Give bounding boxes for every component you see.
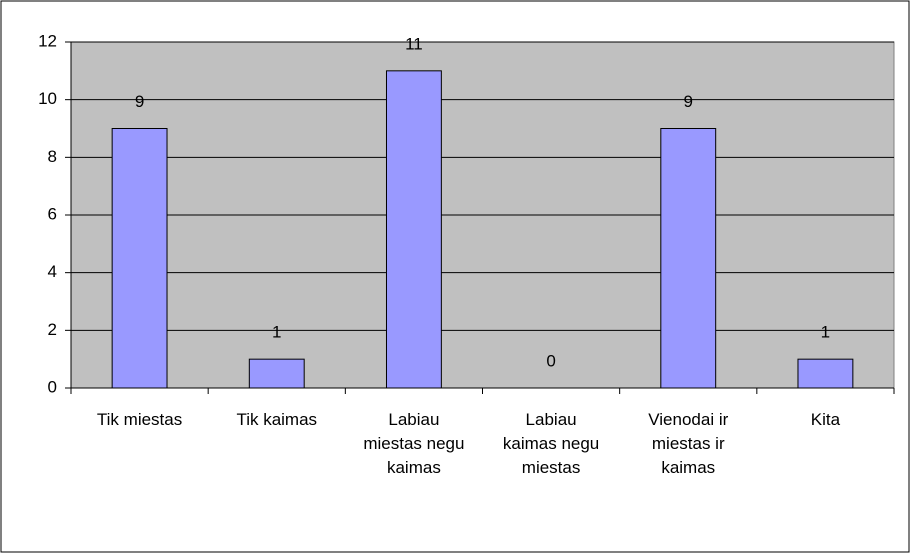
- y-tick-label: 0: [48, 377, 57, 396]
- y-tick-label: 6: [48, 204, 57, 223]
- x-tick-label: Tik miestas: [96, 410, 183, 429]
- x-tick-label: Kita: [810, 410, 841, 429]
- x-tick-label: Labiau kaimas negu miestas: [502, 410, 600, 477]
- bar: [385, 70, 442, 389]
- data-label: 0: [546, 351, 555, 370]
- data-label: 9: [135, 92, 144, 111]
- y-tick-label: 8: [48, 147, 57, 166]
- x-tick-label: Vienodai ir miestas ir kaimas: [648, 410, 729, 477]
- x-tick-label: Labiau miestas negu kaimas: [363, 410, 465, 477]
- y-tick-label: 10: [38, 89, 57, 108]
- x-tick-label: Tik kaimas: [236, 410, 318, 429]
- y-tick-label: 12: [38, 31, 57, 50]
- bar: [111, 128, 168, 389]
- data-label: 9: [684, 92, 693, 111]
- bar: [248, 358, 305, 389]
- bar: [797, 358, 854, 389]
- y-tick-label: 2: [48, 320, 57, 339]
- y-tick-label: 4: [48, 262, 57, 281]
- data-label: 11: [405, 34, 423, 53]
- data-label: 1: [821, 323, 830, 342]
- data-label: 1: [272, 323, 281, 342]
- bar: [660, 128, 717, 389]
